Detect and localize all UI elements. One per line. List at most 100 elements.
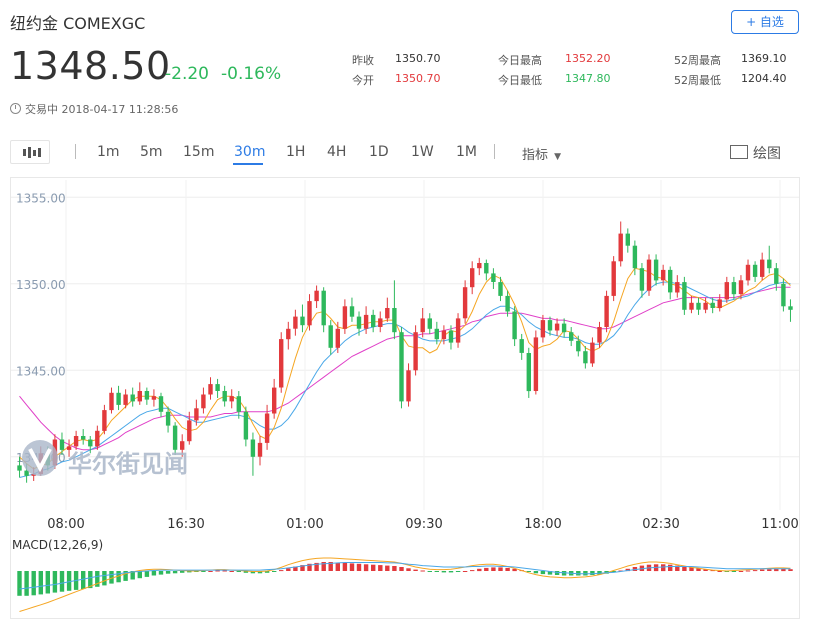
timeframe-15m[interactable]: 15m [183,144,215,160]
active-timeframe-indicator [233,163,263,165]
macd-histogram-bar [781,568,786,572]
candle-body [752,264,758,277]
macd-histogram-bar [455,571,461,572]
macd-label: MACD(12,26,9) [12,538,103,552]
price-change: -2.20 [165,64,209,84]
macd-dea-line [19,562,791,590]
price-change-percent: -0.16% [221,64,282,84]
macd-histogram-bar [731,571,737,572]
timeframe-1h[interactable]: 1H [286,144,306,160]
candle-body [597,327,602,343]
candle-body [576,340,581,352]
macd-histogram-bar [17,571,22,596]
macd-histogram-bar [484,567,489,571]
x-tick-label: 08:00 [47,517,84,532]
watermark-text: 华尔街见闻 [68,449,188,478]
quote-value-open: 1350.70 [395,72,441,85]
macd-histogram-bar [554,571,560,575]
macd-histogram-bar [349,563,355,571]
macd-histogram-bar [477,568,482,572]
macd-histogram-bar [208,571,213,572]
macd-histogram-bar [462,571,468,572]
candle-body [378,318,383,327]
macd-histogram-bar [717,571,722,572]
candle-body [788,306,793,310]
macd-histogram-bar [215,570,220,572]
candle-body [399,332,404,402]
candle-body [611,261,616,296]
candle-body [710,302,715,308]
candle-body [279,339,284,388]
indicators-label: 指标 [522,148,549,163]
quote-label-52w-low: 52周最低 [674,74,721,87]
macd-histogram-bar [385,565,390,571]
drawing-tools-button[interactable]: 绘图 [730,143,781,163]
candle-body [682,282,687,310]
macd-histogram-bar [399,567,404,571]
macd-histogram-bar [123,571,128,581]
macd-histogram-bar [745,570,751,572]
candle-body [604,295,609,327]
candle-body [172,425,178,450]
candle-body [696,302,701,310]
candle-body [505,295,510,312]
candle-body [180,441,185,450]
candle-body [222,391,227,402]
macd-histogram-bar [81,571,86,589]
macd-histogram-bar [257,571,263,574]
macd-histogram-bar [526,571,531,572]
candle-body [17,465,22,471]
chart-container[interactable] [10,177,800,619]
candle-body [95,430,100,447]
ma-mid-line [19,281,791,478]
candle-body [745,264,751,281]
macd-histogram-bar [675,565,680,571]
candle-body [441,330,447,340]
candle-body [59,439,65,450]
candle-body [491,273,496,282]
macd-histogram-bar [187,571,192,573]
indicators-dropdown[interactable]: 指标 ▼ [522,144,561,163]
candle-body [264,413,270,443]
macd-histogram-bar [45,571,50,594]
chart-type-button[interactable] [10,140,50,164]
candle-body [724,282,729,300]
macd-histogram-bar [38,571,43,595]
timeframe-30m[interactable]: 30m [234,144,266,160]
candle-body [137,391,142,402]
instrument-name: 纽约金 COMEXGC [10,14,146,33]
candle-body [151,396,157,400]
timeframe-5m[interactable]: 5m [140,144,163,160]
macd-histogram-bar [427,571,432,572]
candle-body [187,420,192,442]
candle-body [554,323,560,331]
candle-body [123,394,128,405]
timeframe-1d[interactable]: 1D [369,144,389,160]
toolbar-divider [75,144,76,159]
timeframe-1w[interactable]: 1W [411,144,434,160]
timeframe-4h[interactable]: 4H [327,144,347,160]
quote-label-day-high: 今日最高 [498,54,542,67]
macd-histogram-bar [300,565,305,571]
macd-histogram-bar [788,569,793,571]
quote-value-day-high: 1352.20 [565,52,611,65]
macd-histogram-bar [378,565,383,571]
candle-body [208,384,213,395]
macd-histogram-bar [512,568,517,572]
macd-histogram-bar [547,571,553,575]
macd-histogram-bar [371,564,376,571]
candle-body [314,290,319,302]
candle-body [243,411,249,440]
macd-histogram-bar [279,570,284,572]
macd-histogram-bar [272,571,277,572]
timeframe-1m[interactable]: 1m [97,144,120,160]
macd-histogram-bar [632,567,638,571]
macd-histogram-bar [760,569,765,571]
candle-body [371,314,376,327]
add-to-watchlist-button[interactable]: + 自选 [731,10,799,34]
candle-body [116,392,121,405]
timeframe-1month[interactable]: 1M [456,144,477,160]
candle-body [477,263,482,269]
candle-body [109,392,114,411]
